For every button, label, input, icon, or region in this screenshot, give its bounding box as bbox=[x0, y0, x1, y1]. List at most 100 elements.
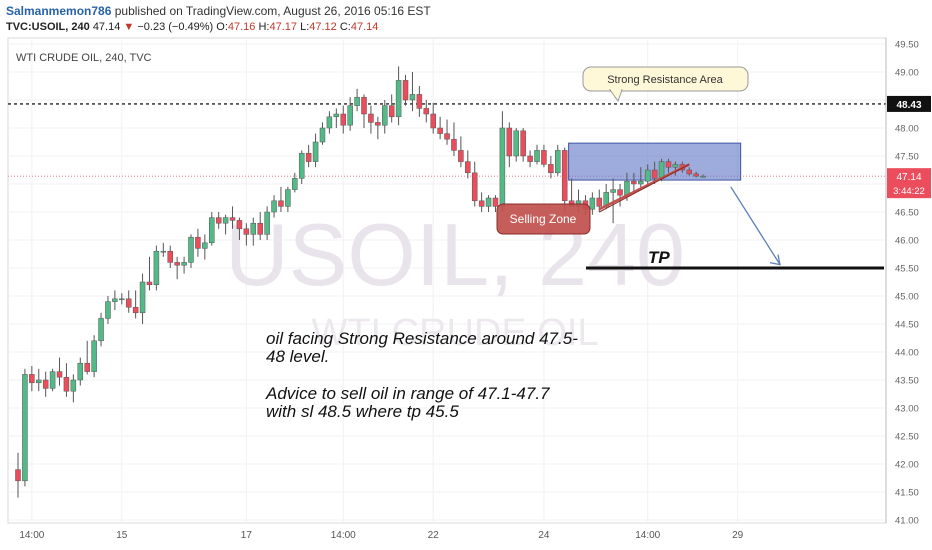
last-price: 47.14 bbox=[92, 21, 121, 33]
selling-zone-callout-text: Selling Zone bbox=[510, 212, 577, 226]
time-axis[interactable]: 14:00 15 17 14:00 22 24 14:00 29 bbox=[19, 530, 743, 541]
candle-up bbox=[112, 298, 118, 302]
open-label: O: bbox=[216, 21, 228, 33]
time-tick-label: 17 bbox=[241, 530, 253, 541]
candle-down bbox=[458, 150, 464, 162]
candle-down bbox=[451, 138, 457, 151]
candle-down bbox=[430, 113, 436, 129]
candle-up bbox=[658, 161, 665, 179]
candle-up bbox=[534, 150, 540, 162]
candle-up bbox=[589, 197, 596, 210]
last-price-text: 47.14 bbox=[896, 172, 921, 183]
drawings[interactable]: TP Strong Resistance Area Selling Zone oil … bbox=[265, 66, 884, 421]
candle-up bbox=[160, 250, 167, 253]
time-tick-label: 29 bbox=[732, 530, 744, 541]
watermark-name: WTI CRUDE OIL bbox=[311, 312, 598, 354]
candle-down bbox=[229, 217, 236, 221]
candle-down bbox=[651, 169, 658, 179]
candle-up bbox=[77, 362, 84, 381]
candle-down bbox=[520, 130, 526, 157]
candle-up bbox=[264, 211, 270, 235]
candle-up bbox=[382, 105, 388, 126]
candle-up bbox=[499, 127, 506, 207]
price-tick-label: 45.00 bbox=[895, 292, 919, 303]
candle-down bbox=[388, 105, 395, 118]
candle-up bbox=[298, 152, 305, 179]
price-tick-label: 46.50 bbox=[895, 208, 919, 219]
candle-up bbox=[105, 301, 111, 319]
candle-down bbox=[29, 374, 35, 384]
candle-down bbox=[402, 80, 409, 101]
candle-down bbox=[146, 281, 153, 286]
down-arrow-icon: ▼ bbox=[123, 21, 135, 33]
price-axis[interactable]: 41.00 41.50 42.00 42.50 43.00 43.50 44.00 44.50… bbox=[895, 40, 919, 527]
candle-up bbox=[209, 217, 215, 244]
candle-down bbox=[63, 376, 70, 392]
close-value: 47.14 bbox=[350, 21, 379, 33]
candle-down bbox=[541, 150, 547, 165]
price-tick-label: 49.50 bbox=[895, 40, 919, 51]
candle-down bbox=[444, 133, 450, 140]
candle-down bbox=[174, 262, 180, 266]
candle-down bbox=[416, 94, 423, 109]
candle-up bbox=[354, 96, 360, 106]
tp-label: TP bbox=[648, 248, 670, 267]
candle-up bbox=[638, 180, 644, 185]
candle-up bbox=[644, 169, 651, 182]
candle-up bbox=[700, 175, 706, 178]
candle-down bbox=[548, 164, 554, 174]
candle-up bbox=[91, 340, 97, 372]
candle-down bbox=[56, 371, 63, 378]
price-tick-label: 42.00 bbox=[895, 460, 919, 471]
candle-up bbox=[250, 222, 257, 235]
author-link[interactable]: Salmanmemon786 bbox=[6, 4, 112, 18]
candle-down bbox=[665, 161, 672, 168]
price-tick-label: 41.00 bbox=[895, 516, 919, 527]
price-tick-label: 46.00 bbox=[895, 236, 919, 247]
price-tick-label: 41.50 bbox=[895, 488, 919, 499]
time-tick-label: 15 bbox=[116, 530, 128, 541]
analysis-note-line-1: oil facing Strong Resistance around 47.5… bbox=[266, 329, 578, 348]
candle-down bbox=[84, 362, 90, 372]
candle-up bbox=[312, 141, 319, 162]
price-tick-label: 49.00 bbox=[895, 68, 919, 79]
candle-up bbox=[292, 178, 298, 190]
candle-up bbox=[70, 379, 77, 392]
candle-up bbox=[188, 236, 194, 263]
candle-up bbox=[139, 281, 146, 314]
candle-up bbox=[555, 150, 561, 174]
target-arrow-line bbox=[730, 186, 781, 265]
candle-down bbox=[506, 127, 513, 157]
candle-down bbox=[368, 113, 374, 123]
close-label: C: bbox=[339, 21, 351, 33]
last-price-tag bbox=[887, 168, 931, 199]
candle-up bbox=[326, 116, 333, 129]
candle-up bbox=[319, 127, 326, 143]
candle-up bbox=[409, 94, 416, 101]
candle-up bbox=[485, 197, 492, 207]
candle-down bbox=[375, 122, 381, 126]
selling-zone-callout-box bbox=[496, 203, 591, 235]
time-tick-label: 14:00 bbox=[19, 530, 44, 541]
candle-up bbox=[513, 130, 519, 157]
resistance-callout-text: Strong Resistance Area bbox=[607, 74, 723, 86]
high-value: 47.17 bbox=[269, 21, 298, 33]
publish-info: Salmanmemon786 published on TradingView.… bbox=[6, 4, 431, 18]
chart-title: WTI CRUDE OIL, 240, TVC bbox=[16, 52, 152, 64]
candle-up bbox=[98, 318, 104, 342]
resistance-price-text: 48.43 bbox=[896, 100, 921, 111]
candle-down bbox=[167, 250, 173, 263]
candle-down bbox=[465, 161, 471, 174]
candle-down bbox=[340, 113, 346, 126]
candle-down bbox=[478, 200, 485, 207]
candle-up bbox=[610, 189, 616, 193]
candle-down bbox=[471, 172, 478, 202]
candle-up bbox=[333, 113, 340, 118]
candle-up bbox=[624, 180, 630, 196]
price-axis-labels: 48.43 47.14 3:44:22 bbox=[887, 95, 931, 199]
candle-down bbox=[278, 200, 284, 207]
candle-up bbox=[181, 262, 187, 266]
time-tick-label: 14:00 bbox=[635, 530, 660, 541]
candle-down bbox=[42, 379, 49, 389]
